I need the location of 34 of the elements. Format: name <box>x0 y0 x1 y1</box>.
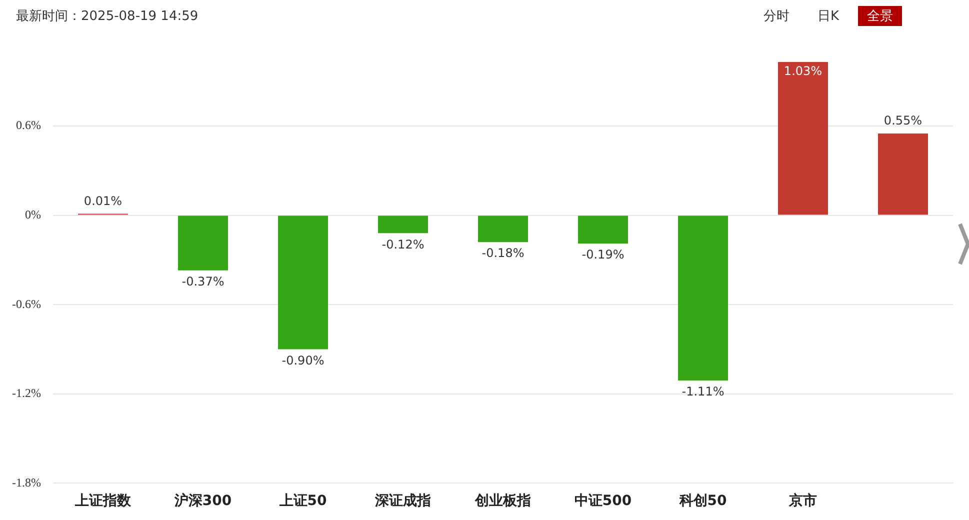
bar <box>778 62 828 215</box>
bar <box>878 133 928 215</box>
bar <box>178 216 228 270</box>
x-tick-label: 上证指数 <box>74 493 132 510</box>
y-tick-label: -1.2% <box>12 386 41 400</box>
x-tick-label: 中证500 <box>574 493 632 510</box>
text: 分时 <box>762 8 790 26</box>
data-label: -0.37% <box>182 274 224 288</box>
y-tick-label: 0.6% <box>16 118 41 132</box>
data-label: -1.11% <box>682 384 724 399</box>
data-label: -0.18% <box>482 246 524 260</box>
x-tick-label: 创业板指 <box>474 493 531 510</box>
text: 全景 <box>858 6 902 26</box>
data-label: -0.19% <box>582 248 624 262</box>
bar <box>378 216 428 234</box>
y-tick-label: -0.6% <box>12 296 41 311</box>
data-label: -0.12% <box>382 237 424 252</box>
x-tick-label: 深证成指 <box>374 493 431 510</box>
bar <box>278 216 328 350</box>
x-tick-label: 沪深300 <box>173 492 232 510</box>
x-tick-label: 上证50 <box>278 493 327 510</box>
text: 日K <box>816 8 840 26</box>
bar <box>578 216 628 244</box>
x-tick-label: 科创50 <box>678 493 727 510</box>
x-tick-label: 京市 <box>788 492 817 510</box>
bar <box>678 216 728 381</box>
bar <box>478 216 528 242</box>
data-label: 0.01% <box>84 194 122 208</box>
y-tick-label: 0% <box>24 207 41 222</box>
data-label: 0.55% <box>884 114 922 128</box>
y-tick-label: -1.8% <box>12 475 41 490</box>
data-label: -0.90% <box>282 353 324 368</box>
data-label: 1.03% <box>784 64 822 78</box>
text: 最新时间：2025-08-19 14:59 <box>16 8 198 25</box>
